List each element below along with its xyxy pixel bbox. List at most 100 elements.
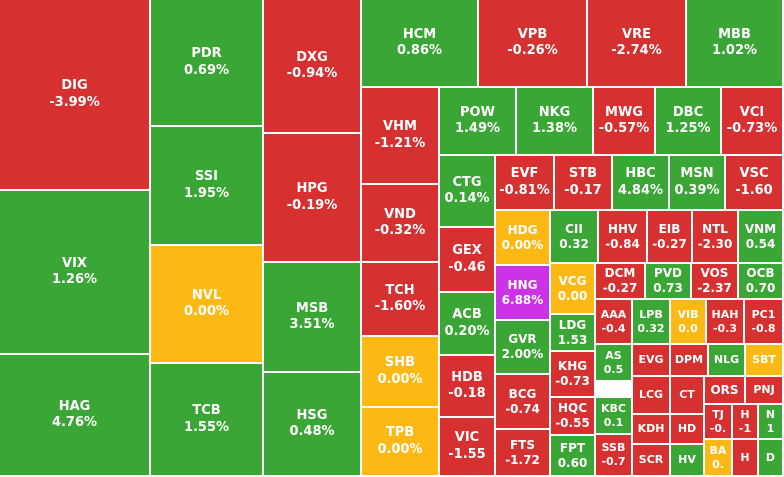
tile-bcg[interactable]: BCG -0.74 [496, 375, 551, 430]
tile-tcb[interactable]: TCB 1.55% [151, 364, 264, 477]
tile-ssi[interactable]: SSI 1.95% [151, 127, 264, 246]
tile-vnd[interactable]: VND -0.32% [362, 185, 440, 263]
tile-pow[interactable]: POW 1.49% [440, 88, 517, 156]
tile-dig[interactable]: DIG -3.99% [0, 0, 151, 191]
tile-change: -0. [709, 421, 727, 435]
tile-symbol: HHV [607, 221, 638, 236]
tile-ssb[interactable]: SSB -0.7 [596, 435, 633, 477]
tile-fts[interactable]: FTS -1.72 [496, 430, 551, 477]
tile-ba[interactable]: BA 0. [705, 440, 733, 477]
tile-acb[interactable]: ACB 0.20% [440, 293, 496, 356]
tile-symbol: KBC [601, 401, 626, 415]
tile-nlg[interactable]: NLG [709, 345, 746, 377]
tile-vpb[interactable]: VPB -0.26% [479, 0, 588, 88]
tile-mwg[interactable]: MWG -0.57% [594, 88, 656, 156]
tile-hpg[interactable]: HPG -0.19% [264, 134, 362, 263]
tile-hd[interactable]: HD [671, 415, 705, 445]
tile-hdg[interactable]: HDG 0.00% [496, 211, 551, 266]
tile-symbol: PDR [191, 46, 222, 62]
tile-hcm[interactable]: HCM 0.86% [362, 0, 479, 88]
tile-symbol: AAA [600, 307, 627, 321]
tile-lpb[interactable]: LPB 0.32 [633, 300, 671, 345]
tile-vix[interactable]: VIX 1.26% [0, 191, 151, 355]
tile-tpb[interactable]: TPB 0.00% [362, 408, 440, 477]
tile-vci[interactable]: VCI -0.73% [722, 88, 784, 156]
tile-pc1[interactable]: PC1 -0.8 [745, 300, 784, 345]
tile-hqc[interactable]: HQC -0.55 [551, 398, 596, 436]
tile-change: 0.69% [183, 62, 230, 78]
tile-sbt[interactable]: SBT [746, 345, 784, 377]
tile-khg[interactable]: KHG -0.73 [551, 352, 596, 398]
tile-ntl[interactable]: NTL -2.30 [693, 211, 739, 264]
tile-h[interactable]: H -1 [733, 405, 759, 440]
tile-symbol: VND [384, 206, 416, 222]
tile-aaa[interactable]: AAA -0.4 [596, 300, 633, 345]
tile-hsg[interactable]: HSG 0.48% [264, 373, 362, 477]
tile-ct[interactable]: CT [671, 377, 705, 415]
tile-pdr[interactable]: PDR 0.69% [151, 0, 264, 127]
tile-scr[interactable]: SCR [633, 445, 671, 477]
tile-kbc[interactable]: KBC 0.1 [596, 398, 633, 435]
tile-d[interactable]: D [759, 440, 784, 477]
tile-dcm[interactable]: DCM -0.27 [596, 264, 646, 300]
tile-dbc[interactable]: DBC 1.25% [656, 88, 722, 156]
tile-vre[interactable]: VRE -2.74% [588, 0, 687, 88]
tile-ldg[interactable]: LDG 1.53 [551, 315, 596, 352]
tile-eib[interactable]: EIB -0.27 [648, 211, 693, 264]
tile-vhm[interactable]: VHM -1.21% [362, 88, 440, 185]
tile-lcg[interactable]: LCG [633, 377, 671, 415]
tile-msn[interactable]: MSN 0.39% [670, 156, 726, 211]
tile-symbol: LPB [639, 307, 663, 321]
tile-evf[interactable]: EVF -0.81% [496, 156, 555, 211]
tile-vsc[interactable]: VSC -1.60 [726, 156, 784, 211]
tile-nvl[interactable]: NVL 0.00% [151, 246, 264, 364]
tile-pnj[interactable]: PNJ [746, 377, 784, 405]
tile-kdh[interactable]: KDH [633, 415, 671, 445]
tile-symbol: MSB [295, 300, 329, 316]
tile-change: -1.60% [374, 299, 426, 314]
tile-ctg[interactable]: CTG 0.14% [440, 156, 496, 228]
tile-symbol: HDG [507, 222, 538, 237]
tile-as[interactable]: AS 0.5 [596, 345, 633, 382]
tile-gvr[interactable]: GVR 2.00% [496, 321, 551, 375]
tile-fpt[interactable]: FPT 0.60 [551, 436, 596, 477]
tile-stb[interactable]: STB -0.17 [555, 156, 613, 211]
tile-hdb[interactable]: HDB -0.18 [440, 356, 496, 418]
tile-symbol: HV [678, 453, 696, 467]
tile-change: -0.19% [286, 197, 338, 213]
tile-change: -0.4 [601, 321, 626, 335]
tile-change: -0.26% [507, 43, 558, 58]
tile-ors[interactable]: ORS [705, 377, 746, 405]
tile-msb[interactable]: MSB 3.51% [264, 263, 362, 373]
tile-dxg[interactable]: DXG -0.94% [264, 0, 362, 134]
tile-nkg[interactable]: NKG 1.38% [517, 88, 594, 156]
tile-tj[interactable]: TJ -0. [705, 405, 733, 440]
tile-hhv[interactable]: HHV -0.84 [599, 211, 648, 264]
tile-hv[interactable]: HV [671, 445, 705, 477]
tile-shb[interactable]: SHB 0.00% [362, 337, 440, 408]
tile-vos[interactable]: VOS -2.37 [692, 264, 739, 300]
tile-mbb[interactable]: MBB 1.02% [687, 0, 784, 88]
tile-ocb[interactable]: OCB 0.70 [739, 264, 784, 300]
tile-hah[interactable]: HAH -0.3 [707, 300, 745, 345]
tile-change: 0. [712, 457, 724, 471]
tile-vib[interactable]: VIB 0.0 [671, 300, 707, 345]
tile-symbol: VCI [739, 104, 765, 120]
tile-evg[interactable]: EVG [633, 345, 671, 377]
tile-vnm[interactable]: VNM 0.54 [739, 211, 784, 264]
tile-pvd[interactable]: PVD 0.73 [646, 264, 692, 300]
tile-symbol: VCG [558, 273, 587, 288]
tile-gex[interactable]: GEX -0.46 [440, 228, 496, 293]
tile-dpm[interactable]: DPM [671, 345, 709, 377]
tile-change: -0.32% [374, 223, 426, 238]
tile-hng[interactable]: HNG 6.88% [496, 266, 551, 321]
tile-hag[interactable]: HAG 4.76% [0, 355, 151, 477]
tile-vic[interactable]: VIC -1.55 [440, 418, 496, 477]
tile-tch[interactable]: TCH -1.60% [362, 263, 440, 337]
tile-h[interactable]: H [733, 440, 759, 477]
tile-cii[interactable]: CII 0.32 [551, 211, 599, 264]
tile-hbc[interactable]: HBC 4.84% [613, 156, 670, 211]
tile-vcg[interactable]: VCG 0.00 [551, 264, 596, 315]
tile-symbol: DCM [604, 266, 636, 280]
